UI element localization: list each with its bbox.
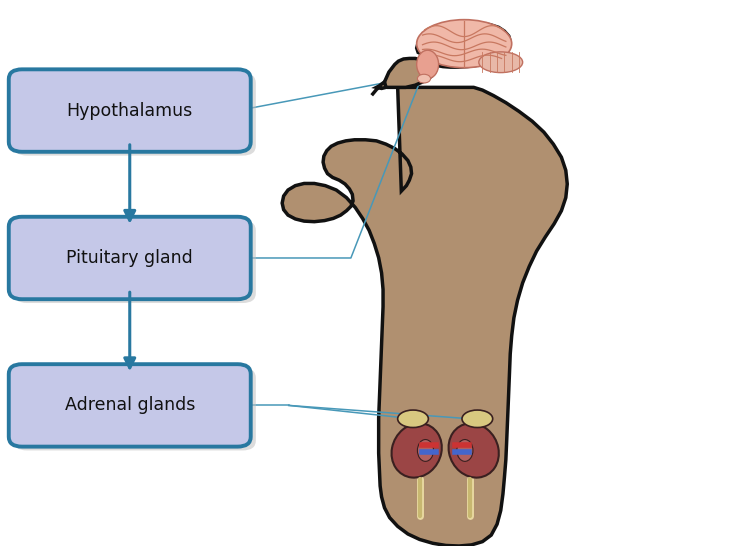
- Ellipse shape: [417, 74, 431, 83]
- Ellipse shape: [417, 440, 433, 461]
- Ellipse shape: [449, 423, 499, 478]
- Ellipse shape: [417, 50, 439, 79]
- FancyBboxPatch shape: [9, 69, 251, 152]
- Polygon shape: [282, 87, 567, 546]
- FancyBboxPatch shape: [9, 364, 251, 447]
- Text: Adrenal glands: Adrenal glands: [64, 396, 195, 414]
- Ellipse shape: [457, 440, 473, 461]
- FancyBboxPatch shape: [14, 73, 256, 156]
- Ellipse shape: [479, 52, 523, 73]
- Polygon shape: [376, 82, 386, 88]
- Ellipse shape: [398, 410, 428, 428]
- FancyBboxPatch shape: [9, 217, 251, 299]
- Text: Pituitary gland: Pituitary gland: [67, 249, 193, 267]
- Ellipse shape: [462, 410, 493, 428]
- FancyBboxPatch shape: [14, 221, 256, 303]
- Polygon shape: [382, 23, 510, 87]
- Ellipse shape: [417, 20, 512, 68]
- Ellipse shape: [392, 423, 442, 478]
- FancyBboxPatch shape: [14, 368, 256, 450]
- Text: Hypothalamus: Hypothalamus: [67, 102, 193, 120]
